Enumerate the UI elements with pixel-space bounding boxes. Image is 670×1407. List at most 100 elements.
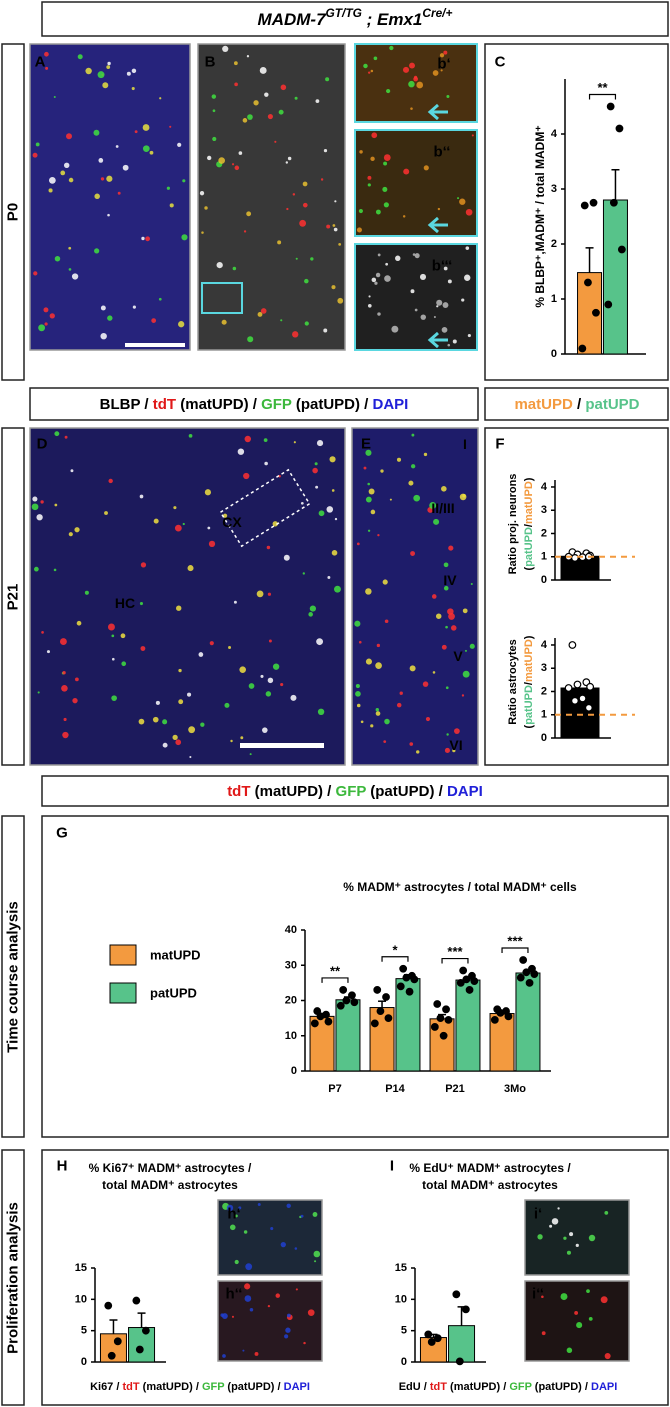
cell (188, 726, 196, 734)
data-point (573, 680, 582, 689)
data-point (405, 987, 414, 996)
cell (425, 716, 431, 722)
data-point (519, 956, 528, 964)
cell (107, 315, 113, 321)
cell (293, 441, 296, 444)
text-part: ; (362, 10, 377, 29)
cell (376, 643, 381, 648)
cell (331, 489, 335, 492)
cell (326, 224, 331, 229)
data-point (580, 201, 589, 210)
cell (224, 702, 230, 708)
caption: Ki67 / tdT (matUPD) / GFP (patUPD) / DAP… (90, 1381, 310, 1393)
cell (243, 230, 247, 233)
micrograph (29, 43, 191, 351)
cell (454, 728, 460, 735)
cell (274, 140, 277, 143)
cell (182, 522, 185, 526)
data-point (615, 124, 624, 133)
cell (294, 96, 298, 100)
panel-label: h‘ (227, 1206, 240, 1223)
cell (176, 605, 182, 611)
cell (327, 576, 331, 579)
cell (212, 109, 216, 113)
cell (44, 322, 48, 326)
panel-label: E (361, 436, 371, 453)
cell (254, 1352, 259, 1356)
data-point (373, 986, 382, 994)
cell (178, 321, 185, 328)
cell (363, 466, 367, 470)
cell (445, 625, 448, 629)
data-point (586, 682, 595, 691)
region-label: IV (443, 572, 457, 588)
cell (111, 695, 117, 702)
data-point (348, 991, 356, 1000)
cell (604, 1210, 609, 1215)
cell (367, 183, 371, 187)
cell (359, 150, 363, 154)
y-tick-label: 4 (541, 639, 548, 651)
cell (331, 550, 338, 556)
cell (63, 717, 67, 722)
cell (358, 208, 363, 214)
cell (414, 253, 420, 259)
cell (234, 82, 238, 87)
text-part: (matUPD) / (176, 396, 261, 413)
data-point (436, 1014, 445, 1023)
micrograph (354, 129, 478, 237)
y-axis-label: Ratio proj. neurons (507, 474, 519, 575)
data-point (342, 996, 351, 1005)
cell (588, 1234, 596, 1242)
cell (226, 1204, 234, 1212)
significance-label: * (392, 942, 398, 957)
cell (285, 161, 289, 164)
cell (238, 1206, 242, 1210)
cell (272, 521, 278, 527)
micrograph (197, 43, 346, 351)
cell (174, 524, 182, 532)
y-tick-label: 3 (541, 662, 547, 674)
legend-label: patUPD (150, 986, 197, 1001)
data-point (465, 986, 474, 994)
cell (432, 70, 439, 76)
cell (70, 469, 74, 473)
significance-bracket (381, 956, 409, 962)
cell (452, 748, 456, 753)
cell (285, 1327, 291, 1333)
text-part: GFP (509, 1381, 531, 1393)
cell (370, 724, 374, 728)
cell (447, 608, 454, 615)
cell (365, 588, 372, 595)
data-point (606, 102, 615, 111)
text-part: Cre/+ (422, 6, 452, 20)
y-tick-label: 0 (81, 1356, 87, 1368)
data-point (564, 684, 573, 692)
cell (467, 333, 471, 338)
panel-label: h‘‘ (226, 1286, 243, 1303)
chart-title: % MADM⁺ astrocytes / total MADM⁺ cells (343, 880, 577, 894)
data-point (396, 982, 405, 991)
bar (515, 972, 541, 1072)
cell (100, 177, 105, 181)
cell (471, 134, 474, 137)
cell (74, 527, 80, 533)
cell (447, 343, 451, 347)
cell (248, 683, 255, 689)
cell (267, 592, 272, 596)
cell (85, 67, 92, 75)
cell (63, 162, 70, 168)
cell (140, 562, 147, 568)
text-part: patUPD (523, 527, 535, 567)
text-part: ) (523, 477, 535, 481)
cell (384, 619, 389, 624)
data-point (135, 1345, 144, 1354)
data-point (456, 978, 465, 987)
data-point (568, 641, 577, 649)
cell (383, 740, 387, 743)
cell (61, 684, 68, 692)
cell (238, 151, 243, 155)
cell (106, 175, 113, 182)
cell (461, 298, 465, 302)
cell (370, 156, 375, 162)
